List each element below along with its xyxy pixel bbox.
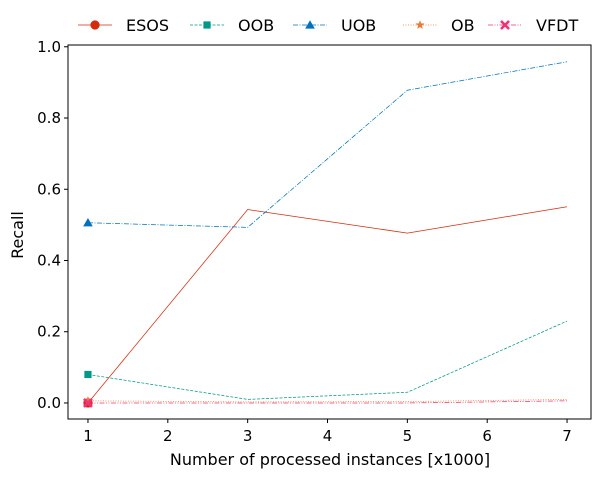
x-tick-label: 2 — [163, 427, 173, 445]
plot-frame — [67, 44, 592, 420]
legend-marker-esos — [90, 20, 100, 30]
y-tick-label: 0.4 — [37, 251, 61, 269]
series-marker-vfdt — [83, 398, 93, 408]
plot-series — [83, 61, 568, 408]
legend-label-vfdt: VFDT — [536, 16, 578, 35]
y-tick-label: 1.0 — [37, 38, 61, 56]
x-tick-label: 4 — [323, 427, 333, 445]
legend-marker-ob — [415, 20, 425, 29]
x-tick-label: 6 — [482, 427, 492, 445]
x-tick-label: 7 — [562, 427, 572, 445]
x-axis-label: Number of processed instances [x1000] — [170, 450, 490, 469]
legend-marker-uob — [305, 20, 315, 29]
y-axis-label: Recall — [8, 211, 27, 259]
y-tick-label: 0.0 — [37, 394, 61, 412]
series-ob — [83, 396, 568, 405]
x-tick-label: 5 — [403, 427, 413, 445]
series-uob — [83, 61, 568, 228]
legend-item-esos: ESOS — [78, 16, 169, 35]
legend-label-oob: OOB — [238, 16, 274, 35]
series-vfdt — [83, 398, 568, 408]
series-marker-ob — [83, 396, 93, 405]
chart-axes: 1 2 3 4 5 6 7 0.0 0.2 0.4 0.6 0.8 1.0 — [37, 38, 592, 445]
legend-item-ob: OB — [403, 16, 475, 35]
series-line-oob — [87, 320, 568, 400]
series-line-vfdt — [87, 400, 568, 404]
y-tick-label: 0.6 — [37, 180, 61, 198]
series-marker-oob — [84, 370, 92, 379]
series-oob — [84, 320, 568, 400]
legend-label-esos: ESOS — [126, 16, 169, 35]
y-tick-label: 0.2 — [37, 323, 61, 341]
legend-label-uob: UOB — [341, 16, 376, 35]
legend-item-vfdt: VFDT — [488, 16, 578, 35]
chart-legend: ESOS OOB UOB OB VFDT — [78, 16, 578, 35]
legend-label-ob: OB — [451, 16, 475, 35]
series-marker-uob — [83, 217, 93, 227]
legend-marker-oob — [203, 21, 211, 29]
series-line-uob — [87, 61, 568, 228]
series-esos — [83, 206, 568, 408]
x-tick-label: 3 — [243, 427, 253, 445]
y-tick-label: 0.8 — [37, 109, 61, 127]
x-tick-label: 1 — [83, 427, 93, 445]
legend-marker-vfdt — [500, 20, 510, 30]
series-line-esos — [87, 206, 568, 404]
legend-item-oob: OOB — [190, 16, 274, 35]
legend-item-uob: UOB — [293, 16, 376, 35]
